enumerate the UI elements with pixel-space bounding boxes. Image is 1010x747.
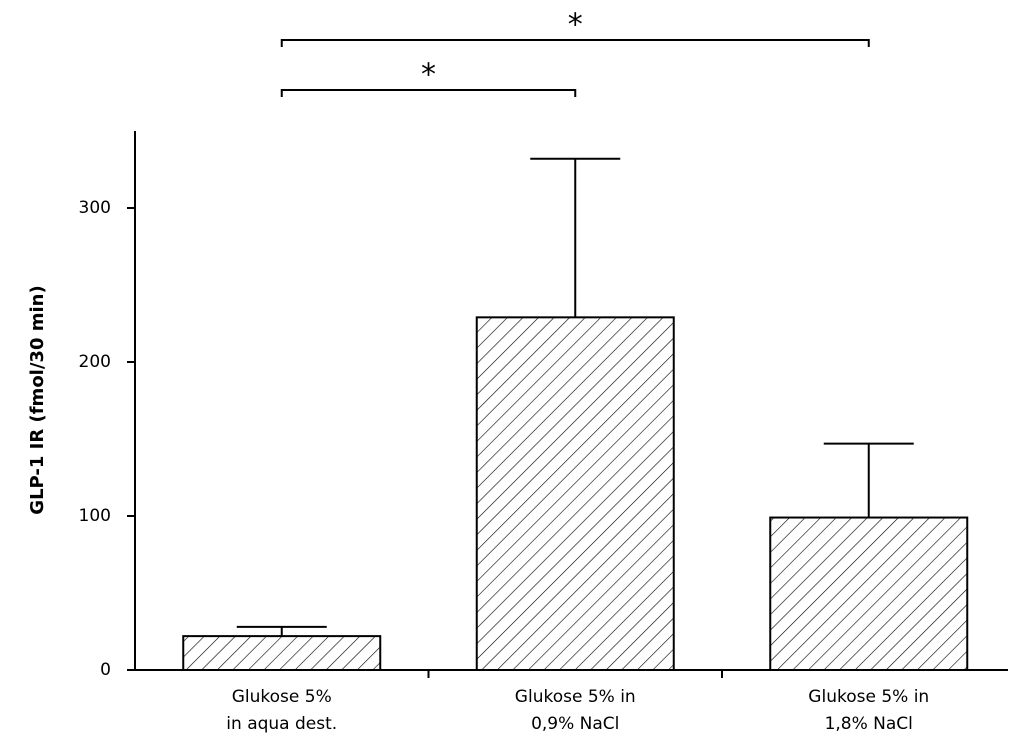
significance-bracket [280, 39, 870, 47]
bar [475, 316, 675, 671]
x-tick-label: 0,9% NaCl [531, 714, 619, 734]
y-tick-label: 0 [100, 660, 111, 680]
y-tick-label: 100 [79, 506, 111, 526]
y-tick-label: 300 [79, 198, 111, 218]
y-axis-label: GLP-1 IR (fmol/30 min) [27, 285, 48, 514]
significance-label: * [568, 8, 583, 43]
significance-label: * [421, 58, 436, 93]
x-tick-label: Glukose 5% in [808, 687, 929, 707]
x-tick-label: Glukose 5% in [515, 687, 636, 707]
y-tick-label: 200 [79, 352, 111, 372]
bar [182, 635, 382, 671]
x-tick-label: Glukose 5% [232, 687, 332, 707]
bar [769, 516, 969, 671]
significance-bracket [280, 89, 577, 97]
x-tick-label: 1,8% NaCl [825, 714, 913, 734]
x-tick-label: in aqua dest. [226, 714, 337, 734]
